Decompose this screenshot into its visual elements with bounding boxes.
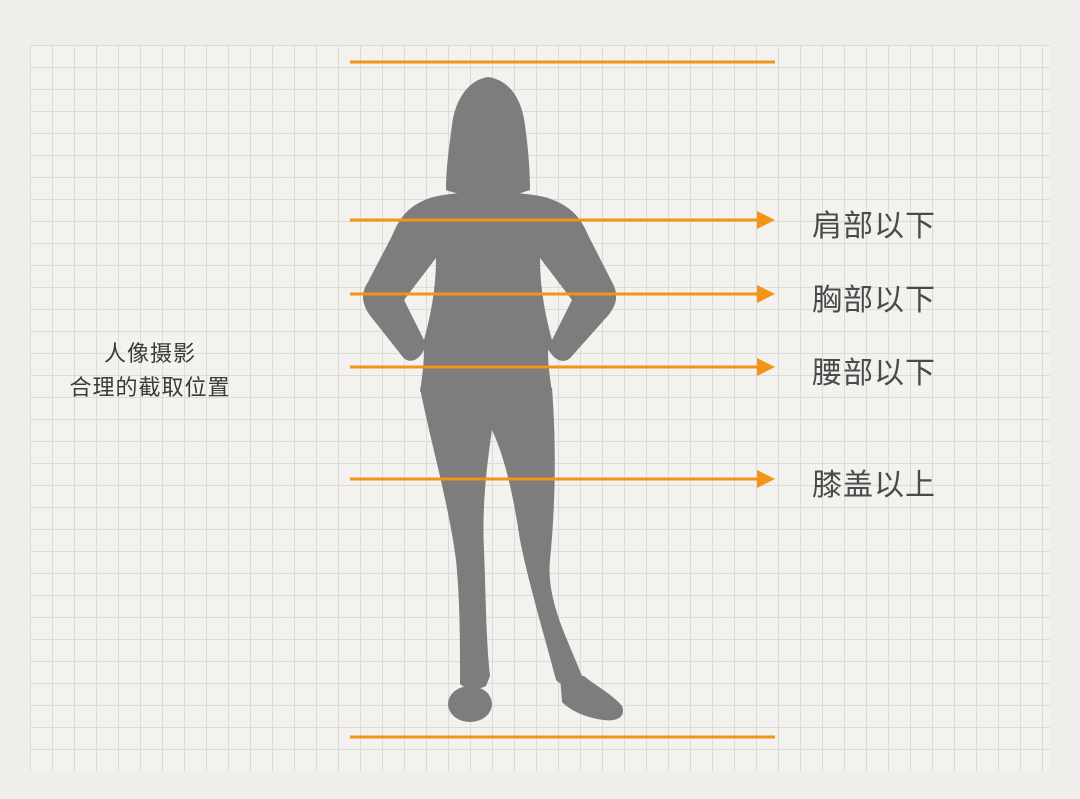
- arrowhead-icon: [757, 358, 775, 376]
- crop-arrow-knees: [350, 470, 775, 488]
- crop-arrow-shoulders: [350, 211, 775, 229]
- silhouette-left-foot: [448, 686, 492, 722]
- caption-title: 人像摄影: [103, 342, 196, 367]
- crop-arrow-waist: [350, 358, 775, 376]
- arrowhead-icon: [757, 285, 775, 303]
- label-above-knees: 膝盖以上: [812, 468, 936, 503]
- silhouette-right-foot: [560, 676, 624, 721]
- arrowhead-icon: [757, 211, 775, 229]
- caption-subtitle: 合理的截取位置: [69, 376, 231, 401]
- silhouette-legs: [420, 388, 582, 689]
- human-silhouette: [363, 77, 624, 722]
- label-below-waist: 腰部以下: [812, 356, 936, 391]
- label-below-shoulders: 肩部以下: [812, 209, 936, 244]
- silhouette-torso: [363, 192, 617, 392]
- crop-arrow-chest: [350, 285, 775, 303]
- crop-lines: [350, 60, 775, 739]
- silhouette-head: [446, 77, 530, 195]
- label-below-chest: 胸部以下: [812, 283, 936, 318]
- arrowhead-icon: [757, 470, 775, 488]
